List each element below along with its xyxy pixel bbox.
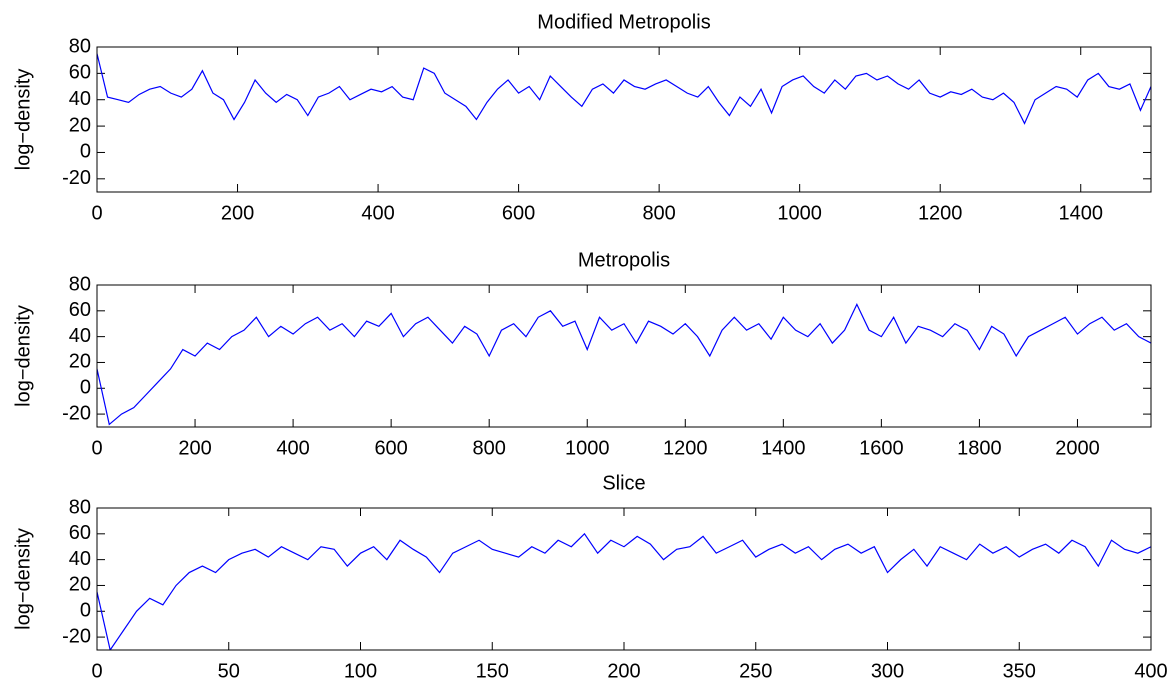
- x-tick-label: 1000: [777, 202, 822, 224]
- trace-line: [97, 532, 1151, 650]
- x-tick-label: 1200: [918, 202, 963, 224]
- y-tick-label: 0: [80, 600, 91, 622]
- y-tick-label: 60: [69, 62, 91, 84]
- x-tick-label: 400: [1134, 660, 1167, 682]
- y-tick-label: 80: [69, 273, 91, 295]
- y-tick-label: -20: [62, 402, 91, 424]
- y-tick-label: 20: [69, 351, 91, 373]
- y-axis-label: log−density: [12, 305, 34, 407]
- y-tick-label: 80: [69, 35, 91, 57]
- x-tick-label: 200: [221, 202, 254, 224]
- x-tick-label: 600: [374, 437, 407, 459]
- y-tick-label: 60: [69, 522, 91, 544]
- x-tick-label: 0: [91, 660, 102, 682]
- subplot-title: Modified Metropolis: [537, 11, 710, 33]
- axes-frame: [96, 507, 1152, 651]
- subplot-title: Metropolis: [578, 249, 670, 271]
- x-tick-label: 50: [218, 660, 240, 682]
- y-tick-label: -20: [62, 625, 91, 647]
- y-tick-label: -20: [62, 167, 91, 189]
- x-tick-label: 1400: [761, 437, 806, 459]
- x-tick-label: 1400: [1058, 202, 1103, 224]
- x-tick-label: 100: [344, 660, 377, 682]
- y-tick-label: 80: [69, 496, 91, 518]
- trace-line: [97, 302, 1151, 426]
- x-tick-label: 200: [607, 660, 640, 682]
- y-tick-label: 20: [69, 574, 91, 596]
- x-tick-label: 1600: [859, 437, 904, 459]
- y-tick-label: 20: [69, 114, 91, 136]
- trace-line: [97, 53, 1151, 125]
- x-tick-label: 1800: [957, 437, 1002, 459]
- x-tick-label: 1200: [663, 437, 708, 459]
- x-tick-label: 800: [642, 202, 675, 224]
- axes-frame: [96, 284, 1152, 428]
- x-tick-label: 400: [276, 437, 309, 459]
- x-tick-label: 300: [871, 660, 904, 682]
- x-tick-label: 0: [91, 437, 102, 459]
- axes-frame: [96, 46, 1152, 193]
- y-tick-label: 40: [69, 548, 91, 570]
- subplot-title: Slice: [602, 472, 645, 494]
- y-tick-label: 60: [69, 299, 91, 321]
- x-tick-label: 400: [361, 202, 394, 224]
- y-tick-label: 0: [80, 141, 91, 163]
- y-tick-label: 40: [69, 325, 91, 347]
- y-axis-label: log−density: [12, 528, 34, 630]
- y-axis-label: log−density: [12, 69, 34, 171]
- x-tick-label: 250: [739, 660, 772, 682]
- x-tick-label: 350: [1003, 660, 1036, 682]
- x-tick-label: 800: [472, 437, 505, 459]
- x-tick-label: 150: [476, 660, 509, 682]
- y-tick-label: 0: [80, 377, 91, 399]
- x-tick-label: 200: [178, 437, 211, 459]
- x-tick-label: 600: [502, 202, 535, 224]
- x-tick-label: 1000: [565, 437, 610, 459]
- y-tick-label: 40: [69, 88, 91, 110]
- x-tick-label: 2000: [1055, 437, 1100, 459]
- x-tick-label: 0: [91, 202, 102, 224]
